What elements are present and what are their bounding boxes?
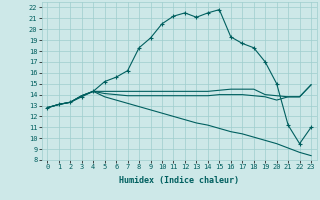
- X-axis label: Humidex (Indice chaleur): Humidex (Indice chaleur): [119, 176, 239, 185]
